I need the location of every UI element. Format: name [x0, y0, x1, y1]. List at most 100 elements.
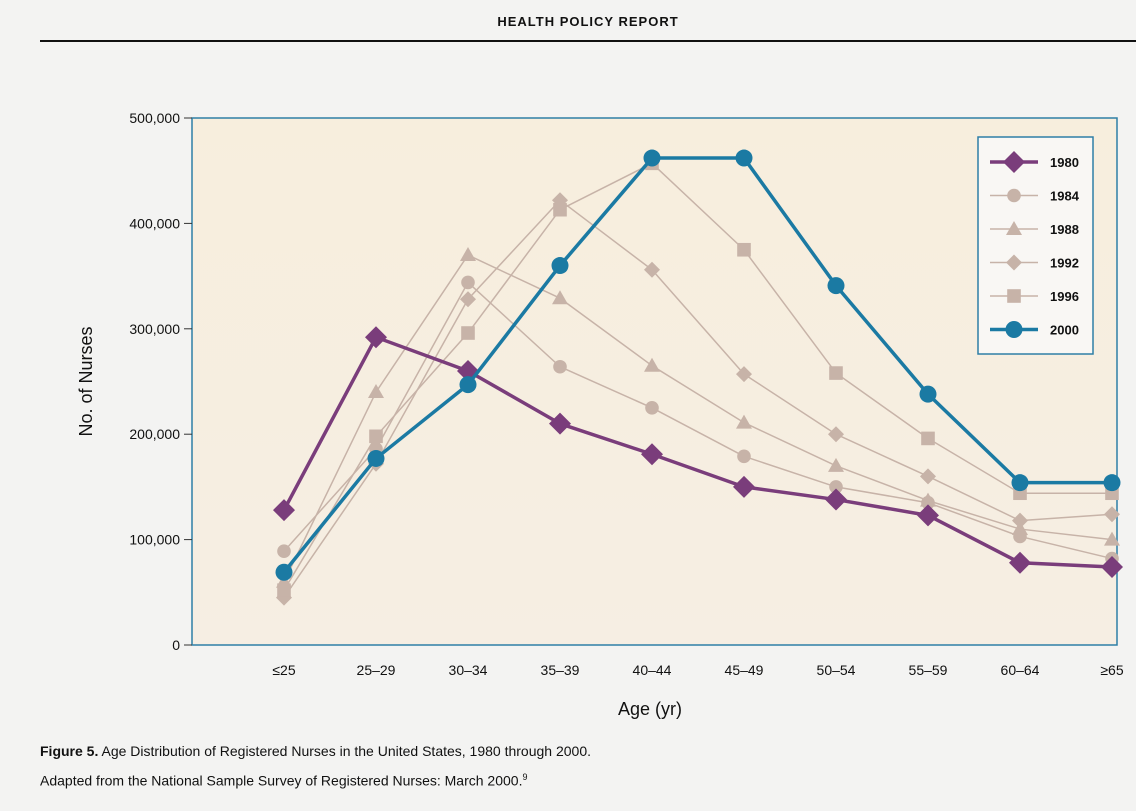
data-point-1992 [1104, 506, 1120, 523]
data-point-1988 [460, 247, 476, 262]
data-point-1996 [277, 583, 291, 597]
series-1984 [277, 275, 1119, 566]
data-point-1984 [461, 275, 475, 290]
data-point-1980 [641, 443, 663, 466]
data-point-1980 [365, 326, 387, 349]
caption-line-2: Adapted from the National Sample Survey … [40, 764, 1120, 794]
legend-marker-1980 [1003, 151, 1025, 173]
data-point-1980 [273, 499, 295, 522]
data-point-2000 [919, 385, 937, 403]
legend-label-2000: 2000 [1050, 323, 1079, 338]
series-2000 [275, 149, 1121, 581]
data-point-1988 [1104, 531, 1120, 546]
figure-label: Figure 5. [40, 743, 99, 759]
series-line-1988 [283, 254, 1113, 583]
header-rule [40, 40, 1136, 42]
y-tick-label: 100,000 [129, 532, 180, 548]
data-point-1980 [917, 504, 939, 527]
plot-area [191, 117, 1118, 646]
data-point-1992 [920, 468, 936, 485]
data-point-1984 [277, 544, 291, 558]
data-point-1988 [552, 290, 568, 305]
series-1992 [276, 192, 1120, 606]
data-point-1980 [1009, 551, 1031, 574]
data-point-1988 [828, 457, 844, 472]
data-point-1992 [644, 261, 660, 278]
legend-marker-2000 [1005, 321, 1023, 338]
data-point-2000 [367, 449, 385, 467]
legend-label-1996: 1996 [1050, 289, 1079, 304]
data-point-1988 [644, 357, 660, 372]
x-tick-label: 50–54 [817, 662, 856, 678]
data-point-1980 [825, 488, 847, 511]
legend-marker-1996 [1007, 289, 1021, 303]
data-point-2000 [551, 257, 569, 275]
series-line-2000 [282, 156, 1112, 574]
data-point-2000 [1103, 474, 1121, 492]
data-point-1980 [549, 412, 571, 435]
legend-label-1984: 1984 [1050, 189, 1080, 204]
data-point-2000 [827, 277, 845, 295]
caption-text-2: Adapted from the National Sample Survey … [40, 772, 523, 789]
y-tick-label: 400,000 [129, 215, 180, 231]
y-tick-label: 500,000 [129, 110, 180, 126]
series-line-1996 [283, 162, 1112, 591]
caption-line-1: Figure 5. Age Distribution of Registered… [40, 738, 1120, 764]
x-tick-label: ≤25 [272, 662, 295, 678]
data-point-1988 [368, 384, 384, 399]
y-tick-label: 0 [172, 637, 180, 653]
legend-label-1992: 1992 [1050, 256, 1079, 271]
age-distribution-chart: 0 100,000 200,000 300,000 400,000 500,000 ≤25 2… [76, 110, 1124, 719]
x-tick-label: 40–44 [633, 662, 672, 678]
data-point-1996 [737, 242, 751, 257]
x-axis-title: Age (yr) [618, 699, 682, 719]
x-tick-label: 60–64 [1001, 662, 1040, 678]
data-point-1996 [369, 429, 383, 444]
data-point-1980 [1101, 556, 1123, 579]
legend-marker-1988 [1006, 221, 1022, 235]
data-point-1992 [828, 426, 844, 443]
data-point-1984 [645, 401, 659, 415]
y-axis-title: No. of Nurses [76, 326, 96, 436]
caption-text-1: Age Distribution of Registered Nurses in… [101, 743, 591, 759]
y-tick-label: 200,000 [129, 426, 180, 442]
data-point-1992 [1012, 512, 1028, 529]
series-line-1984 [283, 281, 1113, 560]
caption-reference: 9 [522, 772, 528, 782]
x-tick-label: 45–49 [725, 662, 764, 678]
data-point-1996 [461, 326, 475, 340]
series-1980 [273, 326, 1123, 579]
legend: 1980 1984 1988 1992 1996 2000 [977, 136, 1094, 355]
series-line-1992 [283, 199, 1113, 598]
data-point-1984 [829, 480, 843, 494]
x-tick-label: 25–29 [357, 662, 396, 678]
legend-marker-1992 [1006, 254, 1022, 271]
data-point-1984 [553, 359, 567, 374]
report-header: HEALTH POLICY REPORT [497, 14, 679, 29]
data-point-2000 [735, 149, 753, 167]
data-point-1996 [553, 202, 567, 217]
legend-box [977, 136, 1094, 355]
data-point-2000 [275, 563, 293, 581]
data-point-1992 [736, 366, 752, 383]
series-line-1980 [282, 335, 1113, 569]
data-point-1980 [733, 475, 755, 498]
x-tick-label: 30–34 [449, 662, 488, 678]
data-point-1996 [829, 366, 843, 380]
legend-marker-1984 [1007, 188, 1021, 203]
data-point-1984 [737, 449, 751, 464]
series-1988 [276, 247, 1120, 588]
data-point-1988 [736, 414, 752, 429]
x-tick-label: 55–59 [909, 662, 948, 678]
data-point-2000 [643, 149, 661, 167]
data-point-2000 [1011, 474, 1029, 492]
x-tick-label: 35–39 [541, 662, 580, 678]
figure-caption: Figure 5. Age Distribution of Registered… [40, 738, 1120, 794]
x-tick-label: ≥65 [1100, 662, 1123, 678]
data-point-1996 [921, 431, 935, 446]
data-point-1992 [460, 291, 476, 308]
y-tick-label: 300,000 [129, 321, 180, 337]
data-point-1988 [920, 492, 936, 507]
legend-label-1980: 1980 [1050, 155, 1079, 170]
data-point-2000 [459, 376, 477, 394]
